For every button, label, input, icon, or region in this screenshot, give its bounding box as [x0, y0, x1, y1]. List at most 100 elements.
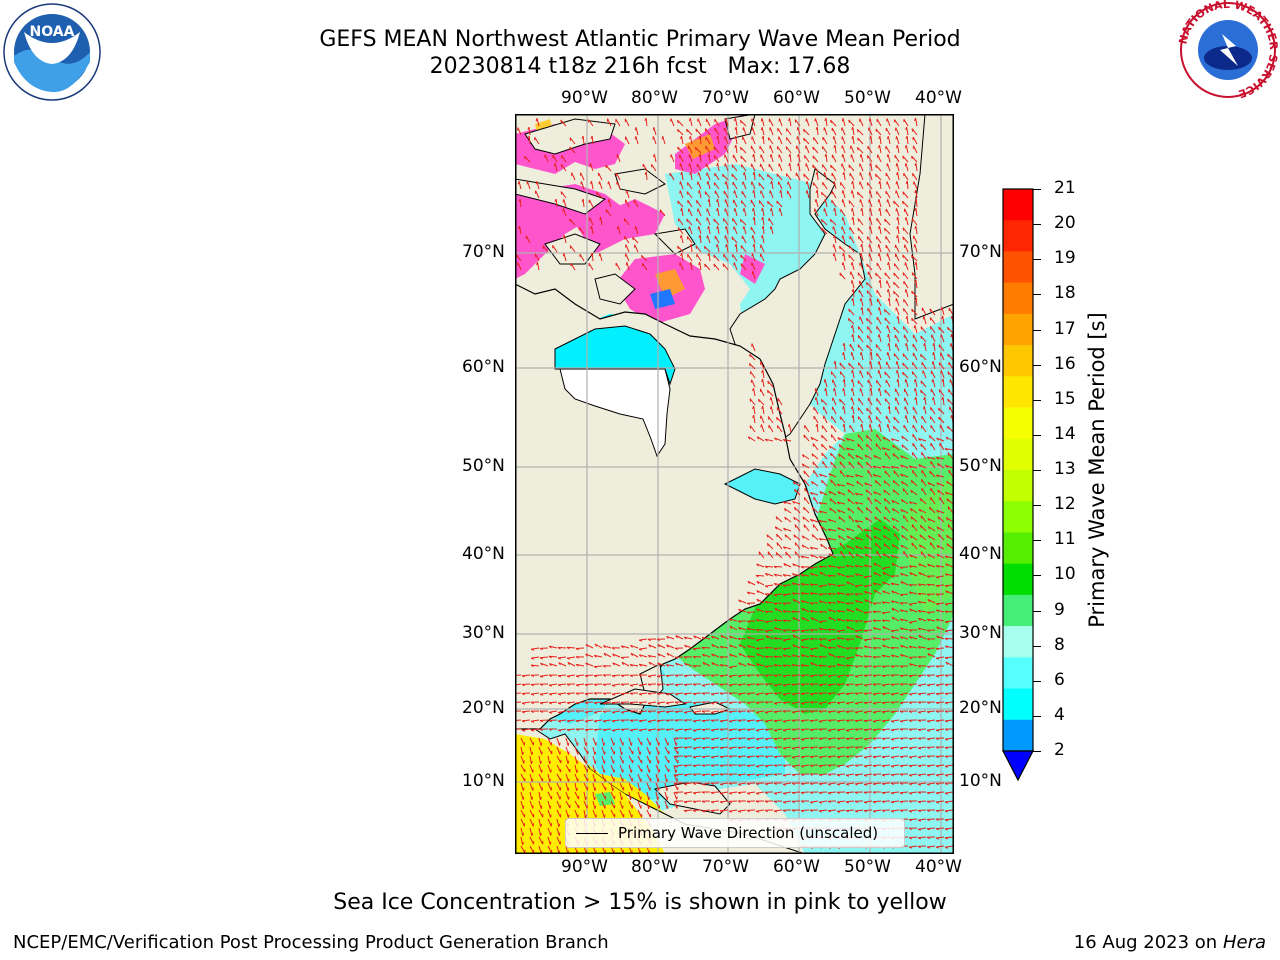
- wave-vector-head: [711, 662, 714, 666]
- wave-vector: [738, 662, 747, 667]
- wave-vector: [756, 663, 765, 667]
- wave-vector-head: [611, 693, 616, 696]
- wave-vector: [705, 118, 711, 127]
- wave-vector: [729, 625, 738, 631]
- wave-vector-head: [737, 620, 741, 623]
- wave-vector: [517, 262, 522, 271]
- wave-vector-head: [518, 198, 521, 202]
- wave-vector-head: [566, 683, 570, 686]
- wave-vector: [851, 397, 855, 406]
- wave-vector: [821, 452, 828, 460]
- wave-vector: [615, 172, 621, 181]
- wave-vector: [683, 701, 693, 704]
- wave-vector-head: [752, 414, 755, 419]
- wave-vector-head: [872, 582, 876, 586]
- wave-vector: [810, 800, 819, 803]
- wave-vector-head: [701, 737, 705, 741]
- wave-vector: [751, 136, 756, 145]
- wave-vector-head: [881, 711, 885, 714]
- wave-vector-head: [698, 261, 701, 266]
- wave-vector-head: [584, 729, 588, 732]
- wave-vector: [702, 782, 711, 785]
- wave-vector: [601, 809, 605, 818]
- wave-vector-head: [855, 654, 858, 658]
- wave-vector-head: [729, 644, 732, 648]
- wave-vector: [891, 791, 900, 794]
- wave-vector: [873, 535, 882, 541]
- wave-vector-head: [895, 190, 897, 194]
- wave-vector-head: [873, 562, 877, 566]
- wave-vector-head: [920, 443, 922, 447]
- wave-vector: [789, 118, 792, 127]
- wave-vector: [804, 497, 810, 505]
- wave-vector-head: [773, 655, 777, 659]
- wave-vector-head: [815, 189, 818, 193]
- wave-vector-head: [557, 675, 561, 678]
- lat-label-left-10n: 10°N: [462, 771, 505, 791]
- wave-vector-head: [842, 423, 845, 427]
- wave-vector-head: [944, 774, 949, 777]
- wave-vector-head: [811, 534, 814, 538]
- wave-vector-head: [656, 720, 660, 723]
- wave-vector: [641, 254, 648, 262]
- wave-vector-head: [531, 751, 534, 755]
- colorbar-band: [1003, 657, 1033, 689]
- wave-vector-head: [620, 719, 624, 722]
- wave-vector: [592, 737, 597, 746]
- wave-vector: [905, 145, 909, 154]
- wave-vector: [876, 326, 882, 334]
- wave-vector: [900, 653, 909, 658]
- wave-vector: [878, 199, 882, 208]
- wave-vector-head: [725, 243, 728, 248]
- colorbar-tick-mark: [1033, 505, 1041, 507]
- wave-vector: [909, 620, 918, 623]
- wave-vector-head: [557, 657, 561, 660]
- wave-vector-head: [755, 674, 759, 677]
- wave-vector: [837, 437, 846, 442]
- wave-vector: [728, 701, 738, 703]
- wave-vector-head: [883, 480, 886, 484]
- wave-vector: [610, 800, 615, 809]
- wave-vector: [878, 307, 882, 316]
- wave-vector-head: [827, 783, 832, 786]
- wave-vector: [809, 755, 819, 758]
- wave-vector-head: [800, 664, 804, 667]
- wave-vector: [915, 208, 918, 217]
- wave-vector: [645, 118, 648, 127]
- wave-vector: [909, 591, 918, 595]
- wave-vector: [693, 728, 702, 731]
- wave-vector-head: [674, 711, 678, 714]
- wave-vector: [783, 800, 792, 803]
- wave-vector: [628, 764, 632, 773]
- wave-vector-head: [866, 344, 868, 349]
- wave-vector-head: [761, 235, 763, 239]
- wave-vector-head: [818, 783, 822, 786]
- wave-vector-head: [638, 720, 642, 723]
- wave-vector-head: [630, 652, 634, 656]
- wave-vector: [574, 746, 579, 755]
- wave-vector: [883, 553, 891, 559]
- wave-vector: [920, 326, 927, 334]
- wave-vector: [846, 535, 855, 541]
- wave-vector-head: [782, 574, 786, 577]
- wave-vector: [857, 335, 864, 343]
- wave-vector: [857, 407, 864, 415]
- wave-vector-head: [788, 153, 791, 157]
- wave-vector-head: [923, 396, 926, 401]
- wave-vector: [873, 474, 882, 478]
- wave-vector: [815, 199, 819, 208]
- wave-vector: [737, 755, 747, 757]
- wave-vector: [665, 701, 675, 704]
- wave-vector-head: [800, 683, 804, 687]
- wave-vector: [729, 644, 738, 649]
- wave-vector-head: [932, 342, 935, 347]
- wave-vector-head: [774, 437, 777, 441]
- wave-vector: [760, 361, 765, 370]
- wave-vector: [837, 629, 846, 632]
- wave-vector: [624, 118, 630, 127]
- wave-vector: [834, 235, 837, 244]
- wave-vector-head: [602, 720, 607, 723]
- wave-vector-head: [917, 665, 921, 668]
- wave-vector: [911, 479, 918, 487]
- wave-vector-head: [719, 756, 724, 759]
